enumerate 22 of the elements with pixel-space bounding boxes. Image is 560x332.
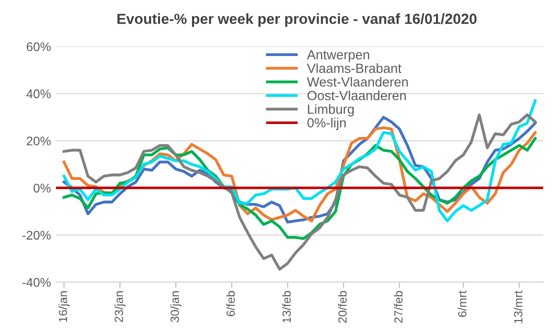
- y-tick-label: 60%: [26, 42, 51, 52]
- legend-label: West-Vlaanderen: [306, 76, 408, 87]
- legend-label: Vlaams-Brabant: [306, 63, 402, 73]
- y-tick-label: 0%: [34, 184, 51, 193]
- x-tick-label: 13/mrt: [514, 290, 522, 324]
- x-tick-label: 6/feb: [226, 291, 235, 316]
- x-tick-label: 16/jan: [58, 291, 70, 322]
- legend-label: Antwerpen: [306, 50, 370, 62]
- x-tick-label: 13/feb: [282, 291, 291, 322]
- x-tick-label: 6/mrt: [458, 290, 466, 317]
- chart-title: Evoutie-% per week per provincie - vanaf 16/01/2020: [117, 13, 477, 27]
- x-tick-label: 27/feb: [394, 291, 403, 323]
- y-tick-label: -40%: [22, 278, 51, 287]
- legend-label: 0%-lijn: [307, 118, 346, 130]
- x-tick-label: 30/jan: [170, 291, 182, 322]
- x-tick-label: 23/jan: [114, 291, 126, 322]
- legend-label: Oost-Vlaanderen: [308, 90, 406, 100]
- y-tick-label: 20%: [26, 136, 51, 146]
- legend-label: Limburg: [308, 104, 354, 116]
- x-tick-label: 20/feb: [338, 291, 347, 323]
- y-tick-label: 40%: [26, 89, 51, 98]
- y-tick-label: -20%: [22, 230, 51, 240]
